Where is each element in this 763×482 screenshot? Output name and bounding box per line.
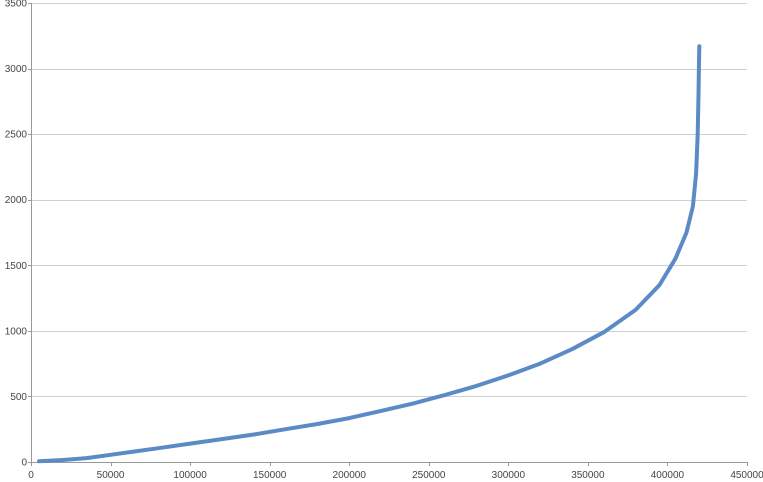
x-tick-label: 300000 — [492, 470, 526, 481]
y-tick-label: 1000 — [5, 326, 28, 337]
axes — [28, 3, 748, 466]
gridlines — [31, 3, 747, 397]
x-tick-label: 400000 — [651, 470, 685, 481]
y-tick-label: 0 — [21, 458, 27, 469]
series-line — [37, 44, 702, 464]
x-tick-label: 150000 — [253, 470, 287, 481]
series-layer — [37, 44, 702, 464]
x-tick-label: 100000 — [173, 470, 207, 481]
y-tick-label: 3500 — [5, 0, 28, 10]
y-tick-label: 2500 — [5, 130, 28, 141]
y-tick-label: 2000 — [5, 195, 28, 206]
x-tick-label: 0 — [28, 470, 34, 481]
x-tick-label: 200000 — [333, 470, 367, 481]
x-tick-label: 50000 — [97, 470, 125, 481]
y-tick-label: 3000 — [5, 64, 28, 75]
x-tick-label: 450000 — [730, 470, 763, 481]
x-tick-label: 350000 — [571, 470, 605, 481]
x-tick-label: 250000 — [412, 470, 446, 481]
y-tick-label: 500 — [10, 392, 27, 403]
tick-labels: 0 500 1000 1500 2000 2500 3000 3500 0 50000 100000… — [5, 0, 763, 481]
y-tick-label: 1500 — [5, 261, 28, 272]
